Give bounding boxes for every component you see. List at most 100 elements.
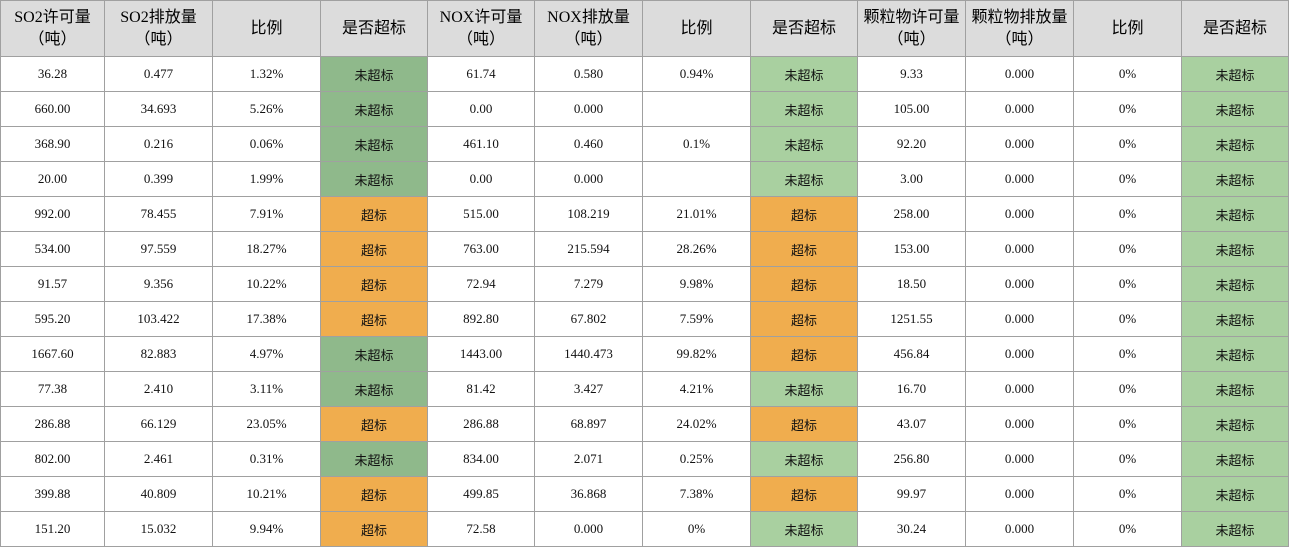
status-cell: 超标 <box>750 336 858 372</box>
value-cell: 0.000 <box>965 231 1074 267</box>
header-cell: 比例 <box>642 0 751 57</box>
value-cell: 99.97 <box>857 476 966 512</box>
value-cell: 595.20 <box>0 301 105 337</box>
table-row: 399.88 40.809 10.21% 超标 499.85 36.868 7.38% 超标 9… <box>0 476 1289 512</box>
value-cell: 72.94 <box>427 266 535 302</box>
value-cell: 16.70 <box>857 371 966 407</box>
value-cell: 2.071 <box>534 441 643 477</box>
status-cell: 超标 <box>320 476 428 512</box>
header-cell: 比例 <box>212 0 321 57</box>
value-cell: 23.05% <box>212 406 321 442</box>
value-cell: 0.000 <box>534 91 643 127</box>
value-cell: 0.06% <box>212 126 321 162</box>
value-cell: 2.410 <box>104 371 213 407</box>
value-cell: 0.000 <box>965 126 1074 162</box>
status-cell: 未超标 <box>1181 301 1289 337</box>
table-row: 534.00 97.559 18.27% 超标 763.00 215.594 28.26% 超… <box>0 231 1289 267</box>
value-cell: 0.000 <box>965 161 1074 197</box>
value-cell: 0.000 <box>965 476 1074 512</box>
value-cell: 43.07 <box>857 406 966 442</box>
status-cell: 未超标 <box>1181 511 1289 547</box>
value-cell: 0.94% <box>642 56 751 92</box>
status-cell: 未超标 <box>320 336 428 372</box>
value-cell: 61.74 <box>427 56 535 92</box>
table-row: 91.57 9.356 10.22% 超标 72.94 7.279 9.98% 超标 18.50… <box>0 266 1289 302</box>
value-cell: 28.26% <box>642 231 751 267</box>
table-row: 802.00 2.461 0.31% 未超标 834.00 2.071 0.25% 未超标 25… <box>0 441 1289 477</box>
table-row: 1667.60 82.883 4.97% 未超标 1443.00 1440.473 99.8… <box>0 336 1289 372</box>
value-cell: 834.00 <box>427 441 535 477</box>
value-cell: 30.24 <box>857 511 966 547</box>
value-cell: 1251.55 <box>857 301 966 337</box>
status-cell: 未超标 <box>750 511 858 547</box>
value-cell: 0.000 <box>965 56 1074 92</box>
status-cell: 超标 <box>320 301 428 337</box>
value-cell: 0.580 <box>534 56 643 92</box>
value-cell: 153.00 <box>857 231 966 267</box>
value-cell: 258.00 <box>857 196 966 232</box>
value-cell: 0% <box>1073 161 1182 197</box>
value-cell: 3.00 <box>857 161 966 197</box>
table-row: 368.90 0.216 0.06% 未超标 461.10 0.460 0.1% 未超标 92.… <box>0 126 1289 162</box>
value-cell: 534.00 <box>0 231 105 267</box>
status-cell: 未超标 <box>1181 56 1289 92</box>
header-cell: NOX许可量（吨） <box>427 0 535 57</box>
value-cell: 0.00 <box>427 161 535 197</box>
empty-cell <box>642 91 751 127</box>
table-row: 77.38 2.410 3.11% 未超标 81.42 3.427 4.21% 未超标 16.7… <box>0 371 1289 407</box>
value-cell: 151.20 <box>0 511 105 547</box>
value-cell: 108.219 <box>534 196 643 232</box>
value-cell: 20.00 <box>0 161 105 197</box>
value-cell: 0.000 <box>965 511 1074 547</box>
status-cell: 未超标 <box>1181 126 1289 162</box>
value-cell: 0.25% <box>642 441 751 477</box>
value-cell: 68.897 <box>534 406 643 442</box>
status-cell: 未超标 <box>1181 476 1289 512</box>
value-cell: 0.000 <box>965 301 1074 337</box>
value-cell: 78.455 <box>104 196 213 232</box>
status-cell: 超标 <box>750 301 858 337</box>
value-cell: 0.399 <box>104 161 213 197</box>
status-cell: 未超标 <box>1181 406 1289 442</box>
table-row: 151.20 15.032 9.94% 超标 72.58 0.000 0% 未超标 30.24 0… <box>0 511 1289 547</box>
value-cell: 92.20 <box>857 126 966 162</box>
status-cell: 超标 <box>750 476 858 512</box>
value-cell: 7.38% <box>642 476 751 512</box>
status-cell: 未超标 <box>750 441 858 477</box>
value-cell: 0% <box>1073 231 1182 267</box>
value-cell: 0.000 <box>965 91 1074 127</box>
value-cell: 286.88 <box>0 406 105 442</box>
value-cell: 34.693 <box>104 91 213 127</box>
value-cell: 91.57 <box>0 266 105 302</box>
value-cell: 9.33 <box>857 56 966 92</box>
value-cell: 0.000 <box>965 266 1074 302</box>
value-cell: 1443.00 <box>427 336 535 372</box>
value-cell: 105.00 <box>857 91 966 127</box>
value-cell: 72.58 <box>427 511 535 547</box>
value-cell: 3.11% <box>212 371 321 407</box>
value-cell: 9.94% <box>212 511 321 547</box>
value-cell: 4.97% <box>212 336 321 372</box>
value-cell: 24.02% <box>642 406 751 442</box>
value-cell: 40.809 <box>104 476 213 512</box>
status-cell: 未超标 <box>1181 196 1289 232</box>
value-cell: 10.22% <box>212 266 321 302</box>
header-cell: 颗粒物排放量（吨） <box>965 0 1074 57</box>
status-cell: 超标 <box>750 406 858 442</box>
value-cell: 103.422 <box>104 301 213 337</box>
value-cell: 1.32% <box>212 56 321 92</box>
header-row: SO2许可量（吨） SO2排放量（吨） 比例 是否超标 NOX许可量（吨） NOX排放量（… <box>0 0 1289 57</box>
value-cell: 0.000 <box>534 511 643 547</box>
value-cell: 0% <box>1073 336 1182 372</box>
value-cell: 0% <box>1073 441 1182 477</box>
value-cell: 992.00 <box>0 196 105 232</box>
status-cell: 超标 <box>320 266 428 302</box>
value-cell: 256.80 <box>857 441 966 477</box>
status-cell: 未超标 <box>320 91 428 127</box>
value-cell: 7.279 <box>534 266 643 302</box>
header-cell: 是否超标 <box>320 0 428 57</box>
table-row: 20.00 0.399 1.99% 未超标 0.00 0.000 未超标 3.00 0.000 0… <box>0 161 1289 197</box>
value-cell: 36.868 <box>534 476 643 512</box>
value-cell: 286.88 <box>427 406 535 442</box>
